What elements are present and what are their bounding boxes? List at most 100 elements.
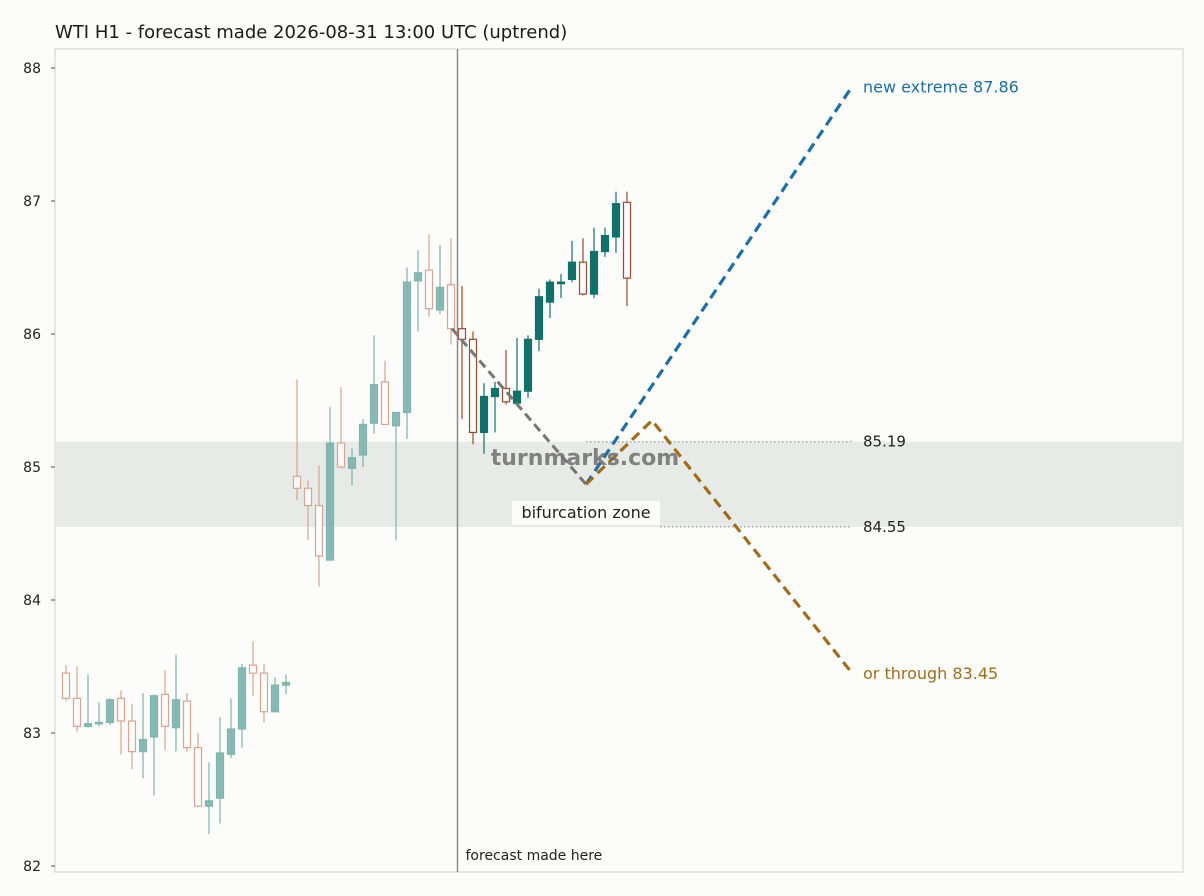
y-tick-label: 83 [23, 726, 41, 742]
history-candle [435, 244, 445, 315]
y-tick-label: 88 [23, 61, 41, 77]
watermark-text: turnmarks.com [491, 446, 679, 471]
candle-body [446, 284, 456, 330]
history-candle [325, 407, 335, 561]
history-candle [314, 465, 324, 587]
y-tick-label: 84 [23, 593, 41, 609]
bearish-path [584, 418, 854, 675]
post-forecast-candle [468, 331, 478, 445]
candle-body [589, 250, 599, 295]
candle-body [567, 261, 577, 281]
y-axis: 82 83 84 85 86 87 88 [23, 61, 55, 875]
candle-body [490, 387, 500, 398]
candle-body [270, 684, 280, 713]
history-candle [424, 234, 434, 317]
history-candle [281, 674, 291, 695]
candle-body [83, 723, 93, 727]
candle-body [204, 800, 214, 807]
candle-body [226, 728, 236, 755]
history-candle [380, 360, 390, 426]
y-tick-label: 87 [23, 194, 41, 210]
connector-path [450, 327, 588, 486]
history-candle [369, 335, 379, 434]
history-candle [237, 663, 247, 748]
history-candle [303, 480, 313, 541]
post-forecast-candle [479, 383, 489, 454]
candle-body [72, 697, 82, 727]
bullish-target-label: new extreme 87.86 [863, 78, 1019, 97]
history-candle [171, 654, 181, 752]
post-forecast-candle [578, 238, 588, 296]
history-candle [193, 733, 203, 808]
history-candle [149, 694, 159, 796]
candle-body [193, 747, 203, 807]
candle-body [138, 739, 148, 753]
lower-level-label: 84.55 [863, 518, 906, 536]
candle-body [358, 423, 368, 456]
history-candle [94, 702, 104, 727]
candle-body [413, 272, 423, 282]
candles-layer [61, 191, 632, 835]
candle-body [468, 338, 478, 434]
post-forecast-candle [567, 240, 577, 283]
candle-body [391, 411, 401, 427]
candle-body [127, 720, 137, 753]
candle-body [281, 681, 291, 686]
upper-level-label: 85.19 [863, 433, 906, 451]
candle-body [622, 201, 632, 279]
candle-body [325, 442, 335, 561]
history-candle [336, 387, 346, 469]
history-candle [182, 693, 192, 752]
history-candle [226, 698, 236, 759]
bullish-path [584, 85, 854, 486]
candle-body [336, 442, 346, 468]
candle-body [424, 269, 434, 310]
history-candle [259, 663, 269, 723]
candle-body [105, 699, 115, 723]
candle-body [578, 261, 588, 295]
y-tick-label: 82 [23, 859, 41, 875]
candle-body [215, 752, 225, 799]
forecast-label: forecast made here [466, 848, 603, 864]
history-candle [72, 666, 82, 732]
history-candle [204, 762, 214, 835]
candle-body [600, 234, 610, 253]
history-candle [105, 698, 115, 726]
candle-body [611, 203, 621, 238]
post-forecast-candle [523, 335, 533, 398]
post-forecast-candle [534, 288, 544, 352]
candle-body [94, 721, 104, 725]
history-candle [270, 677, 280, 713]
candle-body [380, 381, 390, 426]
candle-body [116, 697, 126, 722]
y-tick-label: 86 [23, 327, 41, 343]
history-candle [116, 690, 126, 755]
history-candle [61, 665, 71, 702]
candle-body [259, 672, 269, 713]
post-forecast-candle [457, 286, 467, 420]
history-candle [215, 717, 225, 824]
candle-body [61, 672, 71, 700]
history-candle [347, 448, 357, 486]
candle-body [248, 664, 258, 674]
history-candle [127, 703, 137, 769]
history-candle [358, 419, 368, 467]
zone-label-box [512, 500, 660, 525]
history-candle [138, 693, 148, 779]
bifurcation-zone-label: bifurcation zone [521, 503, 650, 522]
candle-body [545, 281, 555, 303]
chart-title: WTI H1 - forecast made 2026-08-31 13:00 … [55, 22, 567, 43]
candle-body [303, 487, 313, 507]
candle-body [292, 475, 302, 489]
history-candle [160, 670, 170, 751]
post-forecast-candle [589, 227, 599, 299]
post-forecast-candle [622, 191, 632, 307]
candle-body [347, 457, 357, 469]
post-forecast-candle [600, 227, 610, 257]
forecast-paths-layer [450, 85, 854, 675]
history-candle [402, 267, 412, 440]
candle-body [171, 699, 181, 729]
candle-body [369, 383, 379, 424]
